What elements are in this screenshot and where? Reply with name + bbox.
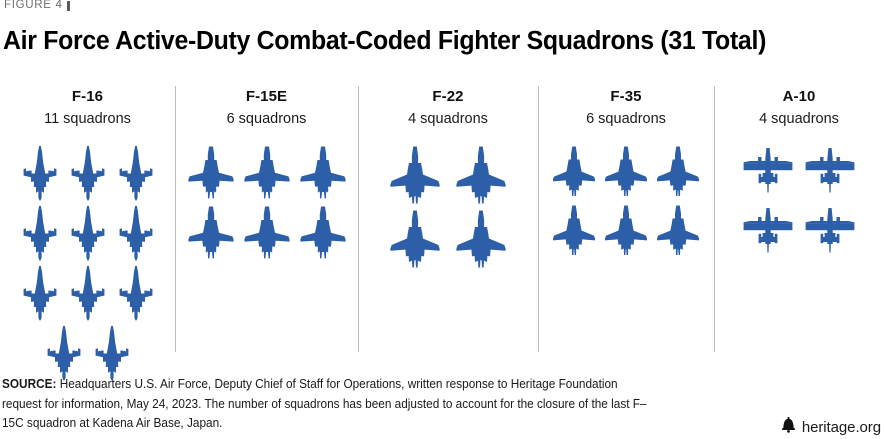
f16-icon — [66, 205, 110, 261]
aircraft-column-f-22: F-22 4 squadrons — [358, 84, 538, 356]
source-note: SOURCE: Headquarters U.S. Air Force, Dep… — [2, 375, 659, 434]
brand-name: heritage.org — [801, 419, 881, 436]
f15e-icon — [298, 145, 348, 201]
source-label: SOURCE: — [2, 377, 57, 391]
aircraft-icon-row — [18, 205, 158, 261]
f35-icon — [603, 204, 649, 257]
column-header-label: A-10 — [782, 88, 816, 105]
page-title: Air Force Active-Duty Combat-Coded Fight… — [3, 27, 767, 55]
f15e-icon — [298, 205, 348, 261]
aircraft-column-f-16: F-16 11 squadrons — [0, 84, 175, 380]
aircraft-icon-grid — [186, 145, 348, 261]
f15e-icon — [242, 205, 292, 261]
column-count-label: 11 squadrons — [44, 111, 131, 127]
aircraft-icon-row — [18, 265, 158, 321]
aircraft-icon-row — [388, 209, 508, 269]
f35-icon — [551, 204, 597, 257]
aircraft-column-a-10: A-10 4 squadrons — [714, 84, 884, 356]
a10-icon — [742, 205, 794, 257]
column-header-label: F-16 — [71, 88, 104, 105]
f16-icon — [90, 325, 134, 381]
aircraft-column-f-35: F-35 6 squadrons — [538, 84, 714, 356]
aircraft-icon-row — [551, 145, 701, 198]
eyebrow-rule — [67, 1, 70, 11]
f15e-icon — [186, 145, 236, 201]
f22-icon — [388, 145, 442, 205]
squadron-icon-chart: F-16 11 squadrons — [0, 84, 884, 380]
f22-icon — [454, 209, 508, 269]
f35-icon — [603, 145, 649, 198]
a10-icon — [804, 205, 856, 257]
a10-icon — [804, 145, 856, 197]
aircraft-icon-row — [186, 145, 348, 201]
column-count-label: 6 squadrons — [226, 111, 307, 127]
aircraft-icon-grid — [18, 145, 158, 381]
f35-icon — [551, 145, 597, 198]
f15e-icon — [242, 145, 292, 201]
f22-icon — [454, 145, 508, 205]
source-text: Headquarters U.S. Air Force, Deputy Chie… — [2, 377, 647, 430]
f16-icon — [114, 265, 158, 321]
f16-icon — [66, 265, 110, 321]
column-count-label: 6 squadrons — [586, 111, 666, 127]
f15e-icon — [186, 205, 236, 261]
f16-icon — [114, 205, 158, 261]
f35-icon — [655, 145, 701, 198]
aircraft-icon-grid — [742, 145, 856, 257]
column-header-label: F-15E — [245, 88, 288, 105]
aircraft-icon-grid — [551, 145, 701, 257]
f16-icon — [18, 145, 62, 201]
aircraft-icon-grid — [388, 145, 508, 269]
aircraft-icon-row — [18, 145, 158, 201]
aircraft-icon-row — [742, 145, 856, 197]
brand-mark: heritage.org — [781, 417, 881, 438]
f22-icon — [388, 209, 442, 269]
aircraft-icon-row — [42, 325, 134, 381]
column-header-label: F-35 — [610, 88, 642, 105]
f16-icon — [18, 205, 62, 261]
f16-icon — [66, 145, 110, 201]
aircraft-column-f-15e: F-15E 6 squadrons — [175, 84, 358, 356]
column-count-label: 4 squadrons — [759, 111, 839, 127]
f35-icon — [655, 204, 701, 257]
aircraft-icon-row — [186, 205, 348, 261]
column-count-label: 4 squadrons — [408, 111, 488, 127]
aircraft-icon-row — [551, 204, 701, 257]
column-header-label: F-22 — [432, 88, 464, 105]
f16-icon — [114, 145, 158, 201]
f16-icon — [42, 325, 86, 381]
a10-icon — [742, 145, 794, 197]
f16-icon — [18, 265, 62, 321]
figure-eyebrow-label: FIGURE 4 — [4, 0, 63, 11]
aircraft-icon-row — [388, 145, 508, 205]
liberty-bell-icon — [781, 417, 796, 438]
aircraft-icon-row — [742, 205, 856, 257]
